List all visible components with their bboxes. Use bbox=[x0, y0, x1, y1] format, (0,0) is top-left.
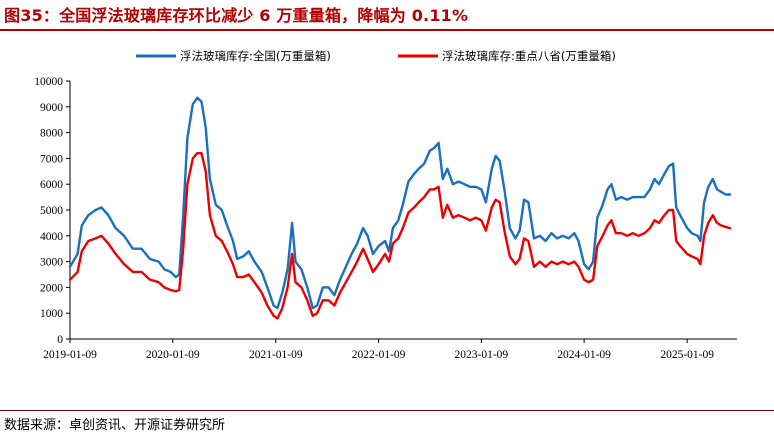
y-tick-label: 8000 bbox=[40, 128, 63, 140]
y-tick-label: 10000 bbox=[34, 76, 63, 88]
x-tick-label: 2021-01-09 bbox=[249, 349, 303, 361]
y-tick-label: 9000 bbox=[40, 102, 63, 114]
y-tick-label: 6000 bbox=[40, 179, 63, 191]
series-line-key-provinces bbox=[68, 151, 732, 320]
title-divider bbox=[0, 29, 774, 31]
x-tick-label: 2019-01-09 bbox=[43, 349, 97, 361]
x-tick-label: 2022-01-09 bbox=[352, 349, 406, 361]
x-tick-label: 2025-01-09 bbox=[660, 349, 714, 361]
legend: 浮法玻璃库存:全国(万重量箱) 浮法玻璃库存:重点八省(万重量箱) bbox=[136, 49, 616, 63]
y-tick-label: 7000 bbox=[40, 153, 63, 165]
series-line-national bbox=[68, 96, 732, 310]
source-note: 数据来源：卓创资讯、开源证券研究所 bbox=[4, 418, 226, 433]
y-tick-label: 4000 bbox=[40, 231, 63, 243]
footer-divider bbox=[0, 410, 774, 411]
y-tick-label: 5000 bbox=[40, 205, 63, 217]
page-title: 图35：全国浮法玻璃库存环比减少 6 万重量箱，降幅为 0.11% bbox=[4, 6, 469, 25]
y-tick-label: 1000 bbox=[40, 308, 63, 320]
x-tick-label: 2024-01-09 bbox=[557, 349, 611, 361]
legend-label: 浮法玻璃库存:全国(万重量箱) bbox=[180, 49, 331, 63]
line-chart: 浮法玻璃库存:全国(万重量箱) 浮法玻璃库存:重点八省(万重量箱) 0 1000 20… bbox=[34, 49, 737, 361]
y-tick-label: 3000 bbox=[40, 257, 63, 269]
y-tick-label: 2000 bbox=[40, 282, 63, 294]
chart-series bbox=[68, 96, 732, 320]
legend-label: 浮法玻璃库存:重点八省(万重量箱) bbox=[442, 49, 616, 63]
y-tick-label: 0 bbox=[57, 334, 63, 346]
x-tick-label: 2020-01-09 bbox=[146, 349, 200, 361]
x-tick-label: 2023-01-09 bbox=[455, 349, 509, 361]
chart-axes: 0 1000 2000 3000 4000 5000 6000 7000 8000 9000 100… bbox=[34, 76, 737, 361]
